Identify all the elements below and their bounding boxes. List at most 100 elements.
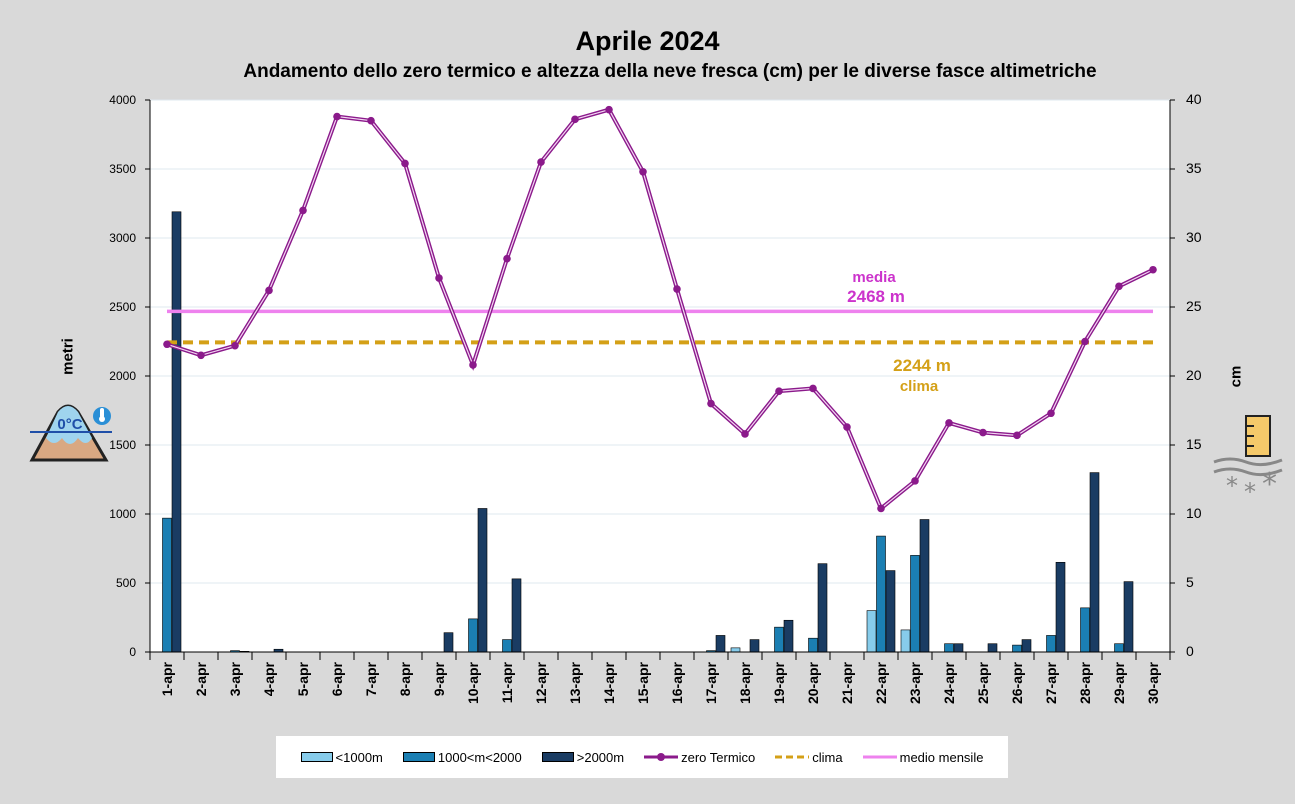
bar (1021, 639, 1032, 653)
x-tick-label: 10-apr (465, 661, 481, 704)
y-tick-label-right: 15 (1186, 436, 1202, 452)
legend-item-clima: clima (775, 749, 843, 765)
x-tick-label: 6-apr (329, 661, 345, 696)
x-tick-label: 27-apr (1043, 661, 1059, 704)
zero-termico-point (163, 340, 171, 349)
media-label: media (852, 269, 896, 286)
svg-text:*: * (1244, 478, 1256, 506)
x-tick-label: 4-apr (261, 661, 277, 696)
x-tick-label: 30-apr (1145, 661, 1161, 704)
legend-label-medio-mensile: medio mensile (899, 749, 984, 765)
y-tick-label-left: 0 (129, 645, 136, 659)
zero-termico-point (265, 286, 273, 295)
bar (749, 639, 760, 653)
bar (468, 618, 478, 653)
bar (1089, 472, 1100, 653)
chart-title: Aprile 2024 (575, 26, 720, 56)
chart-subtitle: Andamento dello zero termico e altezza d… (243, 61, 1097, 82)
y-tick-label-left: 2000 (109, 369, 136, 383)
x-tick-label: 15-apr (635, 661, 651, 704)
x-tick-label: 19-apr (771, 661, 787, 704)
legend-label-clima: clima (812, 749, 843, 765)
zero-termico-point (945, 419, 953, 427)
zero-termico-point (605, 105, 613, 114)
zero-termico-point (979, 428, 987, 437)
x-tick-label: 28-apr (1077, 661, 1093, 704)
x-tick-label: 25-apr (975, 661, 991, 704)
bar (1123, 581, 1134, 653)
zero-termico-point (469, 361, 477, 369)
bar (162, 517, 172, 653)
zero-termico-point (741, 430, 749, 438)
x-tick-label: 3-apr (227, 661, 243, 696)
bar (171, 211, 182, 653)
zero-termico-point (503, 254, 511, 263)
x-tick-label: 9-apr (431, 661, 447, 696)
bar (900, 629, 911, 653)
x-tick-label: 20-apr (805, 661, 821, 704)
legend-item-under-1000: <1000m (300, 750, 383, 765)
x-tick-label: 7-apr (363, 661, 379, 696)
bar (919, 519, 930, 653)
bar (944, 643, 954, 653)
bar (1114, 643, 1124, 653)
media-value: 2468 m (847, 287, 905, 306)
legend-item-1000-2000: 1000<m<2000 (402, 749, 522, 765)
zero-termico-point (639, 167, 647, 176)
zero-termico-point (1115, 282, 1123, 291)
y-tick-label-right: 20 (1186, 367, 1202, 383)
zero-termico-point (1081, 337, 1089, 346)
zero-degree-mountain-icon: 0°C (29, 404, 112, 462)
y-tick-label-right: 35 (1186, 160, 1202, 176)
legend-label-1000-2000: 1000<m<2000 (437, 749, 522, 765)
zero-termico-point (843, 423, 851, 431)
svg-text:*: * (1262, 467, 1277, 502)
bar (987, 643, 998, 653)
bar (876, 535, 886, 653)
y-tick-label-left: 1000 (109, 507, 136, 521)
y-tick-label-right: 5 (1186, 574, 1194, 590)
zero-termico-point (1013, 431, 1021, 440)
bar (730, 647, 741, 653)
bar (866, 610, 877, 653)
bar (910, 555, 920, 653)
legend-swatch-under-1000 (300, 752, 333, 762)
x-tick-label: 18-apr (737, 661, 753, 704)
bar (783, 619, 794, 653)
bar (477, 508, 488, 653)
axes-group: 0 500 1000 1500 2000 2500 3000 3500 4000 0 5 10 15 20… (109, 91, 1201, 704)
zero-termico-point (435, 274, 443, 282)
x-tick-label: 17-apr (703, 661, 719, 704)
x-tick-label: 26-apr (1009, 661, 1025, 704)
zero-termico-point (1047, 409, 1055, 418)
x-tick-label: 5-apr (295, 661, 311, 696)
lines-group (163, 105, 1157, 513)
x-tick-label: 8-apr (397, 661, 413, 696)
y-tick-label-right: 10 (1186, 505, 1202, 521)
y-tick-label-left: 500 (116, 576, 136, 590)
bar (502, 639, 512, 653)
legend-swatch-zero-termico (644, 753, 679, 761)
zero-termico-point (197, 351, 205, 360)
x-tick-label: 2-apr (193, 661, 209, 696)
y-tick-label-left: 3500 (109, 162, 136, 176)
legend-item-medio-mensile: medio mensile (862, 749, 984, 765)
x-tick-label: 23-apr (907, 661, 923, 704)
zero-termico-point (911, 477, 919, 485)
zero-termico-point (333, 112, 341, 121)
snow-gauge-icon: * * * (1213, 415, 1283, 506)
svg-text:*: * (1226, 472, 1238, 500)
bar (817, 563, 828, 653)
x-tick-label: 21-apr (839, 661, 855, 704)
x-tick-label: 12-apr (533, 661, 549, 704)
legend-label-zero-termico: zero Termico (681, 749, 756, 765)
bar (885, 570, 896, 653)
bar (953, 643, 964, 653)
clima-label: clima (900, 378, 939, 395)
x-tick-label: 29-apr (1111, 661, 1127, 704)
y-tick-label-left: 4000 (109, 93, 136, 107)
zero-termico-point (537, 158, 545, 166)
bars-group (162, 211, 1134, 653)
zero-termico-point (1149, 265, 1157, 274)
